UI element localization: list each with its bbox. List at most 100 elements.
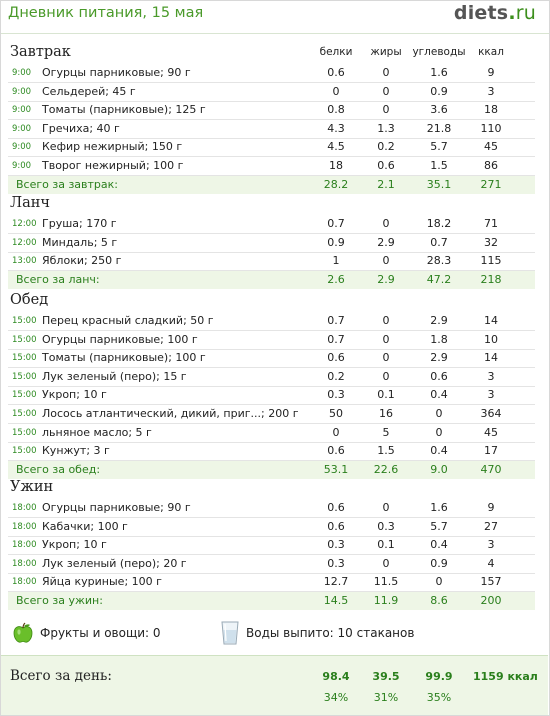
food-name[interactable]: Кабачки; 100 г — [42, 520, 128, 533]
food-name[interactable]: Огурцы парниковые; 90 г — [42, 66, 191, 79]
food-name[interactable]: Огурцы парниковые; 90 г — [42, 501, 191, 514]
food-name[interactable]: Укроп; 10 г — [42, 538, 107, 551]
food-time: 12:00 — [12, 219, 37, 229]
food-time: 9:00 — [12, 87, 32, 97]
column-header: белки — [319, 46, 353, 58]
protein-value: 0.8 — [327, 103, 345, 116]
protein-value: 0.3 — [327, 538, 345, 551]
food-row[interactable]: 15:00 Кунжут; 3 г 0.6 1.5 0.4 17 — [8, 442, 535, 461]
meal-title: Ужин — [10, 479, 54, 495]
food-row[interactable]: 18:00 Кабачки; 100 г 0.6 0.3 5.7 27 — [8, 518, 535, 537]
food-row[interactable]: 15:00 Лук зеленый (перо); 15 г 0.2 0 0.6 3 — [8, 368, 535, 387]
total-carbs: 9.0 — [430, 463, 448, 476]
food-time: 13:00 — [12, 256, 37, 266]
protein-value: 0.7 — [327, 333, 345, 346]
fat-value: 0 — [382, 66, 390, 79]
food-row[interactable]: 9:00 Сельдерей; 45 г 0 0 0.9 3 — [8, 83, 535, 102]
carbs-value: 21.8 — [426, 122, 452, 135]
day-protein-pct: 34% — [323, 691, 349, 704]
food-time: 15:00 — [12, 390, 37, 400]
fat-value: 5 — [382, 426, 390, 439]
food-name[interactable]: Кунжут; 3 г — [42, 444, 110, 457]
fat-value: 0 — [382, 217, 390, 230]
food-row[interactable]: 9:00 Кефир нежирный; 150 г 4.5 0.2 5.7 45 — [8, 138, 535, 157]
food-name[interactable]: Лук зеленый (перо); 20 г — [42, 557, 187, 570]
food-row[interactable]: 15:00 Лосось атлантический, дикий, приг..… — [8, 405, 535, 424]
meal-total-label: Всего за завтрак: — [16, 178, 119, 191]
food-name[interactable]: льняное масло; 5 г — [42, 426, 152, 439]
carbs-value: 0.9 — [430, 85, 448, 98]
column-header: жиры — [370, 46, 402, 58]
carbs-value: 0 — [435, 575, 443, 588]
food-row[interactable]: 9:00 Гречиха; 40 г 4.3 1.3 21.8 110 — [8, 120, 535, 139]
water-count: Воды выпито: 10 стаканов — [246, 626, 415, 640]
food-row[interactable]: 18:00 Лук зеленый (перо); 20 г 0.3 0 0.9 4 — [8, 555, 535, 574]
carbs-value: 1.6 — [430, 66, 448, 79]
food-name[interactable]: Томаты (парниковые); 100 г — [42, 351, 206, 364]
kcal-value: 3 — [487, 388, 495, 401]
protein-value: 50 — [329, 407, 343, 420]
food-time: 12:00 — [12, 238, 37, 248]
food-name[interactable]: Томаты (парниковые); 125 г — [42, 103, 206, 116]
food-name[interactable]: Перец красный сладкий; 50 г — [42, 314, 214, 327]
kcal-value: 9 — [487, 66, 495, 79]
food-name[interactable]: Яйца куриные; 100 г — [42, 575, 162, 588]
food-time: 9:00 — [12, 124, 32, 134]
food-time: 18:00 — [12, 559, 37, 569]
food-time: 15:00 — [12, 335, 37, 345]
logo-tld: ru — [515, 2, 536, 24]
food-name[interactable]: Сельдерей; 45 г — [42, 85, 136, 98]
total-protein: 53.1 — [323, 463, 349, 476]
protein-value: 0 — [332, 85, 340, 98]
food-name[interactable]: Укроп; 10 г — [42, 388, 107, 401]
food-row[interactable]: 12:00 Миндаль; 5 г 0.9 2.9 0.7 32 — [8, 234, 535, 253]
meal-title: Ланч — [10, 195, 50, 211]
food-name[interactable]: Творог нежирный; 100 г — [42, 159, 184, 172]
food-name[interactable]: Лук зеленый (перо); 15 г — [42, 370, 187, 383]
food-row[interactable]: 12:00 Груша; 170 г 0.7 0 18.2 71 — [8, 215, 535, 234]
food-name[interactable]: Кефир нежирный; 150 г — [42, 140, 183, 153]
food-name[interactable]: Миндаль; 5 г — [42, 236, 118, 249]
food-row[interactable]: 15:00 Огурцы парниковые; 100 г 0.7 0 1.8 10 — [8, 331, 535, 350]
food-time: 18:00 — [12, 503, 37, 513]
food-name[interactable]: Огурцы парниковые; 100 г — [42, 333, 198, 346]
fat-value: 11.5 — [373, 575, 399, 588]
protein-value: 0 — [332, 426, 340, 439]
site-logo[interactable]: diets.ru — [454, 2, 536, 24]
food-row[interactable]: 18:00 Огурцы парниковые; 90 г 0.6 0 1.6 9 — [8, 499, 535, 518]
food-row[interactable]: 15:00 Перец красный сладкий; 50 г 0.7 0 2.9 1… — [8, 312, 535, 331]
day-fat: 39.5 — [372, 670, 400, 683]
food-row[interactable]: 18:00 Укроп; 10 г 0.3 0.1 0.4 3 — [8, 536, 535, 555]
total-protein: 2.6 — [327, 273, 345, 286]
carbs-value: 0.4 — [430, 388, 448, 401]
kcal-value: 3 — [487, 85, 495, 98]
food-row[interactable]: 15:00 Томаты (парниковые); 100 г 0.6 0 2.9 14 — [8, 349, 535, 368]
food-name[interactable]: Яблоки; 250 г — [42, 254, 122, 267]
kcal-value: 86 — [484, 159, 498, 172]
food-name[interactable]: Груша; 170 г — [42, 217, 117, 230]
food-name[interactable]: Лосось атлантический, дикий, приг...; 20… — [42, 407, 299, 420]
food-row[interactable]: 9:00 Томаты (парниковые); 125 г 0.8 0 3.6 18 — [8, 101, 535, 120]
food-row[interactable]: 13:00 Яблоки; 250 г 1 0 28.3 115 — [8, 252, 535, 271]
kcal-value: 45 — [484, 426, 498, 439]
carbs-value: 2.9 — [430, 314, 448, 327]
fat-value: 0.1 — [377, 388, 395, 401]
apple-icon — [13, 622, 33, 643]
food-row[interactable]: 9:00 Творог нежирный; 100 г 18 0.6 1.5 86 — [8, 157, 535, 176]
food-row[interactable]: 15:00 льняное масло; 5 г 0 5 0 45 — [8, 424, 535, 443]
kcal-value: 18 — [484, 103, 498, 116]
protein-value: 0.2 — [327, 370, 345, 383]
fat-value: 0 — [382, 351, 390, 364]
food-time: 15:00 — [12, 372, 37, 382]
food-row[interactable]: 9:00 Огурцы парниковые; 90 г 0.6 0 1.6 9 — [8, 64, 535, 83]
protein-value: 0.6 — [327, 66, 345, 79]
protein-value: 1 — [332, 254, 340, 267]
food-time: 18:00 — [12, 577, 37, 587]
food-row[interactable]: 15:00 Укроп; 10 г 0.3 0.1 0.4 3 — [8, 386, 535, 405]
day-carbs: 99.9 — [425, 670, 453, 683]
food-name[interactable]: Гречиха; 40 г — [42, 122, 120, 135]
fat-value: 0 — [382, 501, 390, 514]
carbs-value: 0.6 — [430, 370, 448, 383]
food-row[interactable]: 18:00 Яйца куриные; 100 г 12.7 11.5 0 157 — [8, 573, 535, 592]
fat-value: 0 — [382, 314, 390, 327]
